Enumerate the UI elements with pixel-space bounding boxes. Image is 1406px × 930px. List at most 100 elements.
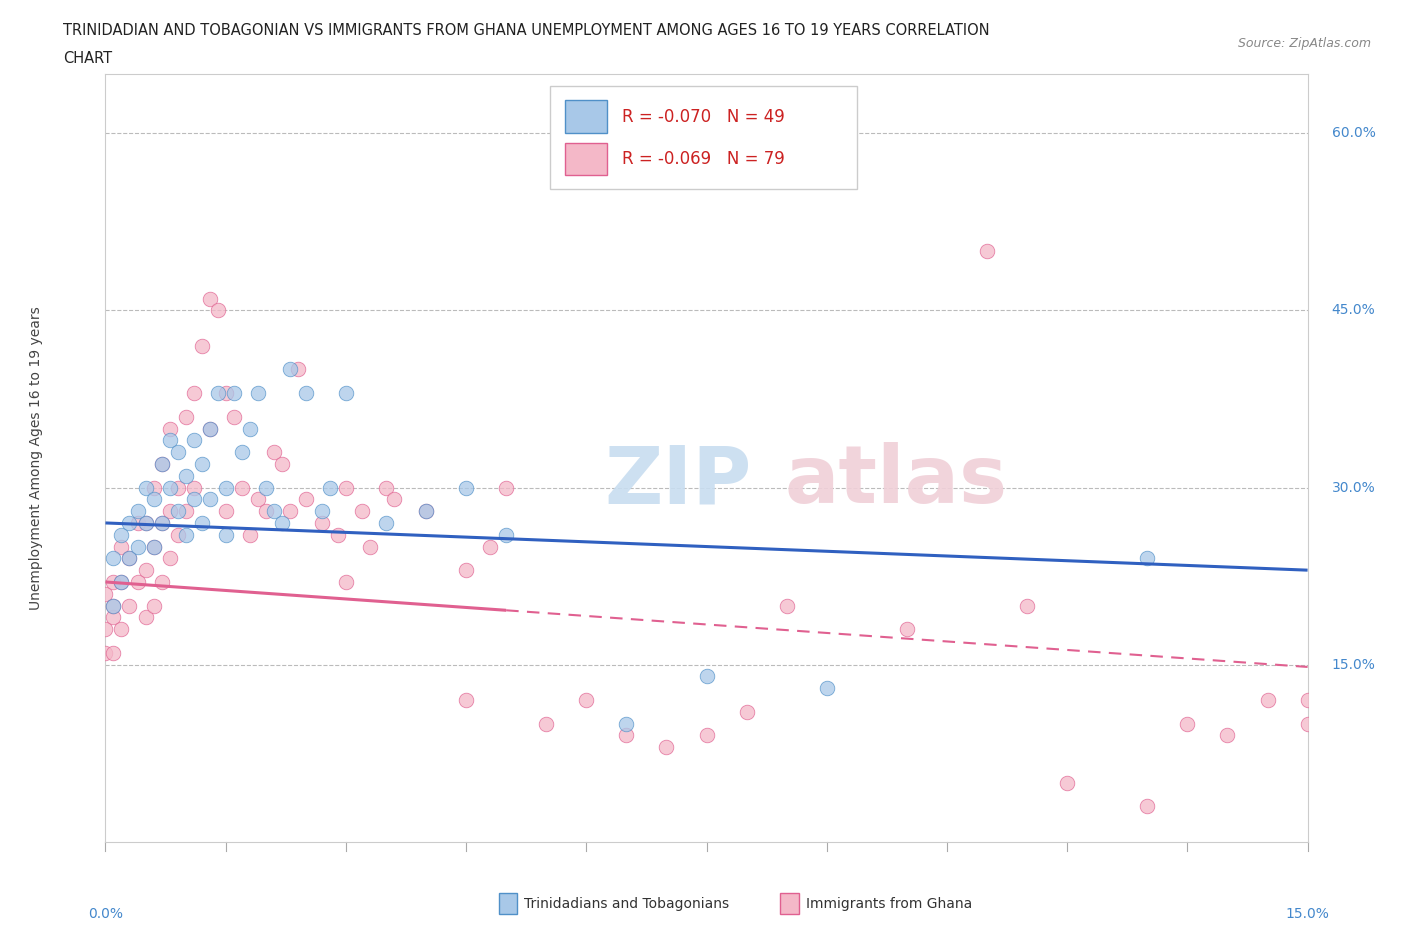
Point [616, 728, 638, 743]
Point [174, 469, 197, 484]
Text: 45.0%: 45.0% [1331, 303, 1375, 317]
Point [231, 480, 253, 495]
Point [118, 551, 141, 565]
Point [183, 386, 205, 401]
Point [127, 575, 149, 590]
Point [287, 362, 309, 377]
Text: Source: ZipAtlas.com: Source: ZipAtlas.com [1237, 37, 1371, 50]
Point [254, 504, 277, 519]
Text: ZIP: ZIP [605, 442, 752, 520]
Point [198, 421, 221, 436]
Point [335, 386, 357, 401]
Point [1017, 598, 1039, 613]
Text: 0.0%: 0.0% [89, 907, 122, 921]
Point [214, 480, 236, 495]
Point [198, 421, 221, 436]
Point [183, 432, 205, 447]
Text: 60.0%: 60.0% [1331, 126, 1375, 140]
Point [295, 492, 318, 507]
Point [311, 504, 333, 519]
Point [735, 704, 758, 719]
Point [135, 515, 157, 530]
Text: atlas: atlas [785, 442, 1008, 520]
Point [1296, 693, 1319, 708]
Point [198, 291, 221, 306]
Point [142, 480, 165, 495]
Point [207, 303, 229, 318]
Point [263, 445, 285, 459]
Point [110, 527, 132, 542]
Point [94, 645, 117, 660]
Point [159, 432, 181, 447]
Point [103, 645, 125, 660]
Point [295, 386, 318, 401]
Point [374, 515, 398, 530]
Point [319, 480, 342, 495]
Point [159, 421, 181, 436]
Point [110, 539, 132, 554]
Point [135, 610, 157, 625]
Point [278, 362, 301, 377]
Point [150, 457, 173, 472]
Point [326, 527, 349, 542]
Point [479, 539, 502, 554]
Point [1296, 716, 1319, 731]
Point [1177, 716, 1199, 731]
Point [976, 244, 998, 259]
Point [311, 515, 333, 530]
Bar [565, 142, 607, 175]
Point [696, 728, 718, 743]
Point [142, 598, 165, 613]
Point [454, 563, 477, 578]
Point [495, 527, 517, 542]
Point [150, 515, 173, 530]
Point [103, 610, 125, 625]
Point [239, 527, 262, 542]
Point [190, 457, 212, 472]
Point [127, 539, 149, 554]
Point [159, 480, 181, 495]
Text: 30.0%: 30.0% [1331, 481, 1375, 495]
Text: TRINIDADIAN AND TOBAGONIAN VS IMMIGRANTS FROM GHANA UNEMPLOYMENT AMONG AGES 16 T: TRINIDADIAN AND TOBAGONIAN VS IMMIGRANTS… [63, 23, 990, 38]
Bar [565, 100, 607, 133]
Point [815, 681, 838, 696]
Point [534, 716, 557, 731]
Point [183, 480, 205, 495]
Point [454, 480, 477, 495]
Point [135, 515, 157, 530]
Text: 15.0%: 15.0% [1331, 658, 1375, 671]
Point [110, 575, 132, 590]
Text: Trinidadians and Tobagonians: Trinidadians and Tobagonians [524, 897, 730, 911]
Point [166, 527, 188, 542]
Text: R = -0.069   N = 79: R = -0.069 N = 79 [623, 150, 785, 167]
Point [655, 739, 678, 754]
Point [1056, 776, 1078, 790]
FancyBboxPatch shape [550, 86, 856, 190]
Text: 15.0%: 15.0% [1285, 907, 1330, 921]
Point [896, 622, 918, 637]
Point [142, 539, 165, 554]
Point [110, 575, 132, 590]
Point [815, 173, 838, 188]
Point [246, 386, 269, 401]
Point [103, 598, 125, 613]
Point [150, 457, 173, 472]
Point [415, 504, 437, 519]
Point [110, 622, 132, 637]
Point [214, 527, 236, 542]
Point [159, 551, 181, 565]
Point [166, 480, 188, 495]
Point [222, 386, 245, 401]
Point [222, 409, 245, 424]
Point [166, 445, 188, 459]
Point [359, 539, 381, 554]
Point [118, 551, 141, 565]
Text: Unemployment Among Ages 16 to 19 years: Unemployment Among Ages 16 to 19 years [28, 306, 42, 610]
Point [239, 421, 262, 436]
Point [335, 480, 357, 495]
Point [254, 480, 277, 495]
Point [575, 693, 598, 708]
Text: R = -0.070   N = 49: R = -0.070 N = 49 [623, 108, 785, 126]
Point [278, 504, 301, 519]
Point [415, 504, 437, 519]
